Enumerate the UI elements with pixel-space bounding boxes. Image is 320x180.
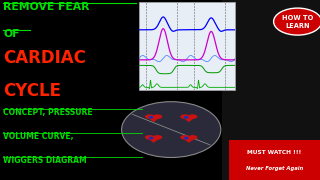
Text: REMOVE FEAR: REMOVE FEAR (3, 2, 90, 12)
Circle shape (122, 102, 221, 158)
Bar (222, 0, 320, 180)
Text: MUST WATCH !!!: MUST WATCH !!! (247, 150, 301, 155)
Ellipse shape (180, 135, 190, 140)
Polygon shape (183, 118, 195, 122)
Ellipse shape (149, 137, 153, 140)
Bar (139, 2, 235, 90)
Text: OF: OF (3, 29, 20, 39)
Ellipse shape (153, 114, 162, 119)
Text: Never Forget Again: Never Forget Again (246, 166, 303, 171)
Text: LEARN: LEARN (285, 22, 310, 29)
Ellipse shape (180, 114, 190, 119)
Polygon shape (183, 139, 195, 143)
Text: HOW TO: HOW TO (282, 15, 313, 21)
Polygon shape (148, 118, 159, 122)
Text: CYCLE: CYCLE (3, 82, 61, 100)
Ellipse shape (149, 116, 153, 119)
Bar (229, 140, 320, 180)
Circle shape (274, 8, 320, 35)
Ellipse shape (153, 135, 162, 140)
Ellipse shape (188, 135, 197, 140)
Text: WIGGERS DIAGRAM: WIGGERS DIAGRAM (3, 156, 87, 165)
Ellipse shape (145, 135, 155, 140)
Ellipse shape (145, 114, 155, 119)
Text: CARDIAC: CARDIAC (3, 49, 86, 67)
Text: VOLUME CURVE,: VOLUME CURVE, (3, 132, 74, 141)
Ellipse shape (184, 137, 188, 140)
Ellipse shape (188, 114, 197, 119)
Text: CONCEPT, PRESSURE: CONCEPT, PRESSURE (3, 108, 93, 117)
Ellipse shape (184, 116, 188, 119)
Polygon shape (148, 139, 159, 143)
